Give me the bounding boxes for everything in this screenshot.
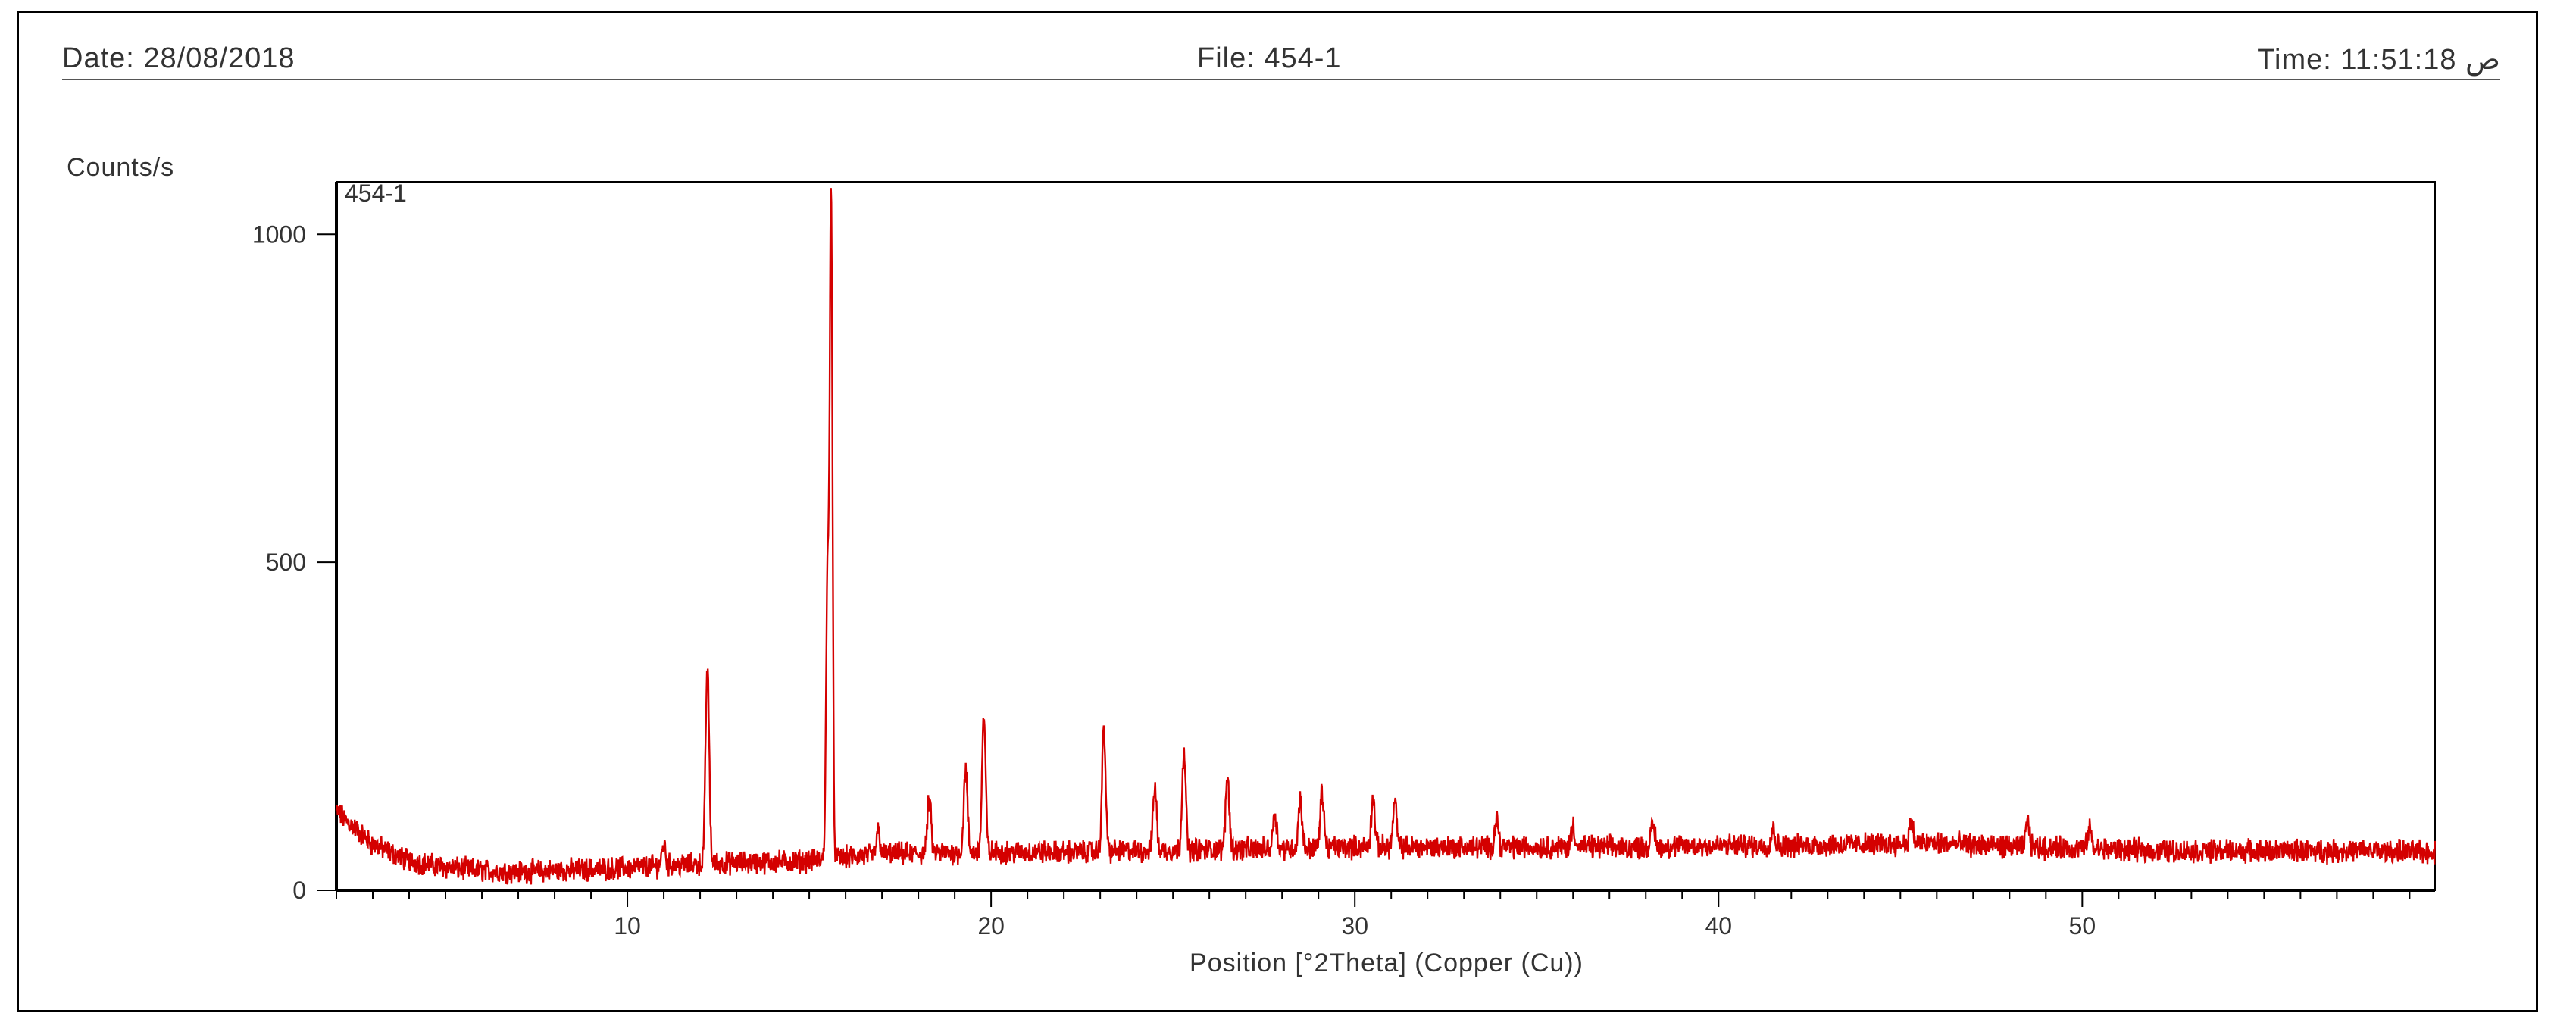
y-tick-label: 500	[266, 549, 306, 576]
x-tick-label: 30	[1341, 912, 1368, 940]
sample-label: 454-1	[345, 180, 407, 207]
x-ticks: 10 20 30 40 50	[336, 890, 2411, 940]
x-tick-label: 10	[614, 912, 641, 940]
x-tick-label: 40	[1705, 912, 1732, 940]
y-tick-label: 1000	[252, 220, 306, 248]
report-file: File: 454-1	[1197, 42, 1342, 74]
y-axis-title: Counts/s	[67, 153, 174, 182]
header-divider	[62, 79, 2500, 80]
y-tick-label: 0	[292, 877, 306, 904]
x-axis-title: Position [°2Theta] (Copper (Cu))	[1190, 949, 1583, 977]
report-date: Date: 28/08/2018	[62, 42, 295, 74]
report-frame	[17, 11, 2538, 1012]
y-ticks: 0 500 1000	[252, 220, 336, 904]
x-tick-label: 20	[977, 912, 1005, 940]
report-time: Time: 11:51:18 ص	[2257, 44, 2500, 76]
x-tick-label: 50	[2069, 912, 2096, 940]
diffraction-pattern-line	[335, 188, 2436, 885]
plot-area-border	[336, 181, 2436, 891]
